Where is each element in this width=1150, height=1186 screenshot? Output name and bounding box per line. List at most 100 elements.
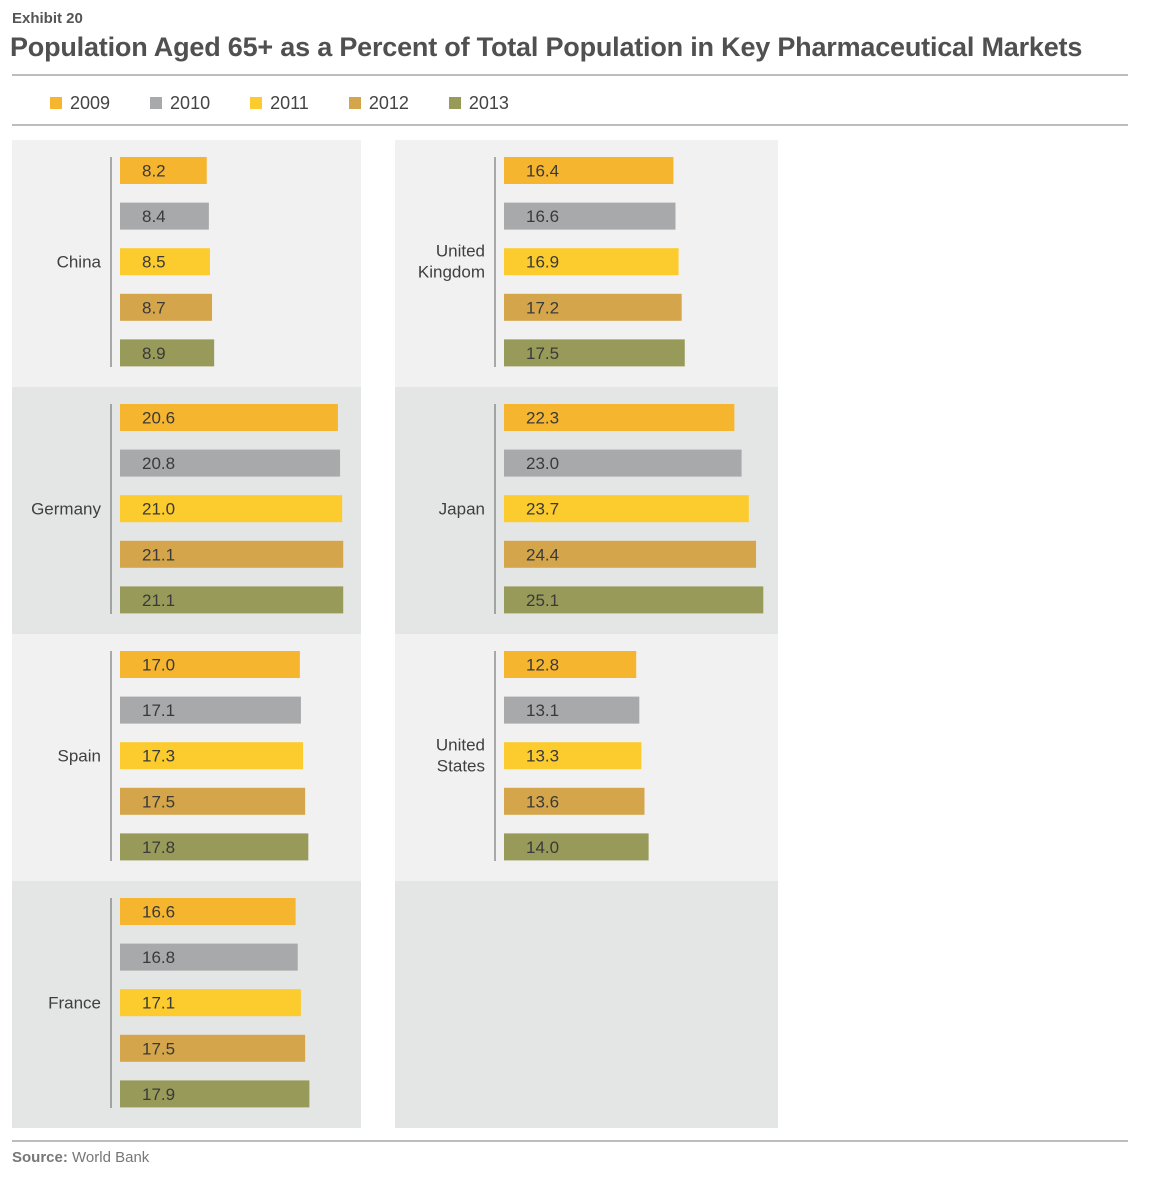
bar <box>504 248 679 276</box>
panel-label: United Kingdom <box>418 242 485 282</box>
legend-swatch <box>348 97 361 109</box>
bar <box>120 898 296 925</box>
legend-label: 2010 <box>170 92 211 113</box>
bar-value-label: 16.8 <box>142 948 175 967</box>
bar <box>120 586 344 614</box>
bar <box>120 157 207 184</box>
chart-title: Population Aged 65+ as a Percent of Tota… <box>10 32 1083 62</box>
bar <box>120 833 309 861</box>
bar-value-label: 22.3 <box>526 409 559 428</box>
bar <box>504 449 742 477</box>
bar-value-label: 20.8 <box>142 454 175 473</box>
legend-item: 2011 <box>250 93 309 114</box>
bar <box>120 293 213 321</box>
bar <box>120 449 341 477</box>
bar <box>504 696 640 724</box>
bar <box>504 293 682 321</box>
bar <box>504 787 645 815</box>
bar-value-label: 13.3 <box>526 747 559 766</box>
bar <box>120 943 298 971</box>
bar <box>120 495 343 523</box>
bar <box>504 157 674 184</box>
bar-value-label: 17.9 <box>142 1085 175 1104</box>
legend-item: 2013 <box>448 92 509 114</box>
bar <box>120 540 344 568</box>
bar-value-label: 20.6 <box>142 409 175 428</box>
panel-label: France <box>48 994 101 1013</box>
bar-value-label: 17.5 <box>526 344 559 363</box>
bar-value-label: 8.2 <box>142 162 166 181</box>
legend-item: 2012 <box>348 92 409 114</box>
bar <box>120 696 301 724</box>
bar-value-label: 23.0 <box>526 454 559 473</box>
bar-value-label: 8.5 <box>142 253 166 272</box>
bar-value-label: 17.0 <box>142 656 175 675</box>
source-text: World Bank <box>72 1149 150 1166</box>
bar <box>504 540 757 568</box>
legend-item: 2009 <box>50 93 110 114</box>
bar <box>120 202 209 230</box>
legend: 2009 2010 2011 2012 2013 <box>50 92 549 114</box>
bar <box>120 989 301 1017</box>
legend-label: 2013 <box>468 92 509 113</box>
bar-value-label: 21.1 <box>142 591 175 610</box>
bar-value-label: 17.1 <box>142 701 175 720</box>
bar <box>504 339 685 367</box>
bar-value-label: 17.3 <box>142 747 175 766</box>
bar-value-label: 8.7 <box>142 298 166 317</box>
exhibit-number: Exhibit 20 <box>12 10 83 27</box>
bar-value-label: 16.9 <box>526 253 559 272</box>
bar <box>504 651 637 678</box>
source-prefix: Source: <box>12 1149 68 1166</box>
legend-label: 2011 <box>270 92 309 113</box>
bar-value-label: 17.8 <box>142 838 175 857</box>
bar <box>504 833 649 861</box>
source-note: Source: World Bank <box>12 1149 149 1166</box>
bar <box>120 248 210 276</box>
bar-value-label: 21.1 <box>142 545 175 564</box>
bar <box>120 1080 310 1108</box>
legend-swatch <box>50 97 62 109</box>
panel-label: Germany <box>31 500 101 519</box>
bar-value-label: 12.8 <box>526 656 559 675</box>
bar <box>120 742 304 770</box>
panel-label: Spain <box>58 747 101 766</box>
panel-label: United States <box>436 736 485 776</box>
bar-value-label: 25.1 <box>526 591 559 610</box>
bar-value-label: 13.1 <box>526 701 559 720</box>
legend-swatch <box>448 97 461 109</box>
chart-svg: China 8.2 8.4 8.5 8.7 8.9 Germany 20.6 20.8 21.0 2… <box>12 140 778 1128</box>
panel-background <box>395 881 778 1128</box>
bar-value-label: 16.4 <box>526 162 559 181</box>
bar-value-label: 13.6 <box>526 792 559 811</box>
legend-rule <box>12 124 1128 126</box>
title-rule <box>12 74 1128 76</box>
bar-value-label: 17.5 <box>142 1039 175 1058</box>
bar <box>504 742 642 770</box>
bar <box>120 1034 306 1062</box>
bar-value-label: 23.7 <box>526 500 559 519</box>
legend-item: 2010 <box>150 93 210 114</box>
bar <box>504 404 735 431</box>
legend-swatch <box>250 97 263 109</box>
panel-label: Japan <box>439 500 485 519</box>
source-rule <box>12 1140 1128 1142</box>
bar <box>504 586 764 614</box>
legend-swatch <box>150 97 163 109</box>
bar-value-label: 21.0 <box>142 500 175 519</box>
bar-value-label: 17.2 <box>526 298 559 317</box>
bar-value-label: 8.9 <box>142 344 166 363</box>
bar-value-label: 16.6 <box>142 903 175 922</box>
bar-value-label: 17.5 <box>142 792 175 811</box>
bar-value-label: 16.6 <box>526 207 559 226</box>
bar <box>120 339 215 367</box>
bar <box>120 404 338 431</box>
bar-value-label: 24.4 <box>526 545 559 564</box>
bar-value-label: 17.1 <box>142 994 175 1013</box>
legend-label: 2012 <box>368 92 409 113</box>
legend-label: 2009 <box>70 92 111 113</box>
bar <box>120 651 300 678</box>
panel-label: China <box>57 253 102 272</box>
bar <box>504 495 749 523</box>
bar-value-label: 14.0 <box>526 838 559 857</box>
